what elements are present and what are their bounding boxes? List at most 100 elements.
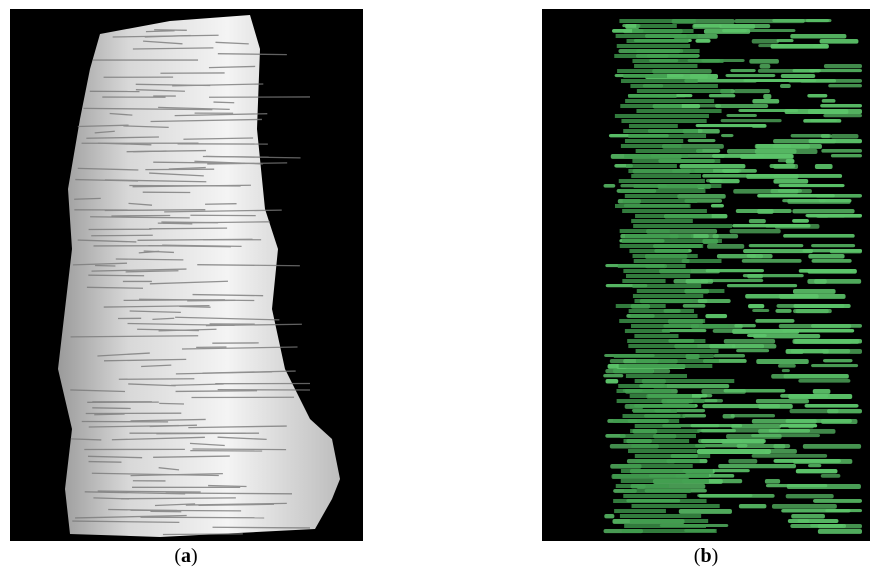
green-stripe [757, 194, 835, 198]
green-core-stripe [633, 224, 733, 228]
white-stripe [125, 270, 179, 273]
green-stripe [803, 119, 842, 123]
green-core-stripe [620, 144, 682, 148]
green-core-stripe [628, 309, 694, 313]
green-stripe [704, 399, 718, 403]
white-stripe [202, 155, 269, 158]
white-layer-stripes [70, 29, 311, 536]
green-stripe [792, 459, 853, 464]
white-stripe [128, 383, 176, 387]
green-core-stripe [628, 344, 698, 348]
green-stripe [772, 144, 791, 149]
white-stripe [135, 83, 211, 87]
green-stripe [825, 509, 862, 513]
white-stripe [109, 112, 133, 116]
green-stripe [782, 329, 855, 333]
white-stripe [103, 358, 187, 362]
green-stripe [747, 274, 763, 279]
green-stripe [798, 379, 851, 383]
green-stripe [775, 309, 792, 313]
green-stripe [718, 464, 797, 469]
green-core-stripe [628, 134, 707, 138]
green-stripe [693, 24, 722, 28]
green-stripe [808, 254, 845, 259]
green-core-stripe [635, 214, 712, 218]
white-stripe [192, 293, 264, 297]
green-stripe [722, 169, 757, 173]
white-stripe [88, 424, 179, 428]
white-stripe [72, 520, 180, 524]
green-core-stripe [628, 169, 714, 173]
green-stripe [604, 514, 615, 519]
green-stripe [702, 174, 776, 178]
green-core-stripe [631, 219, 693, 223]
white-stripe [70, 389, 126, 393]
white-stripe [148, 244, 231, 248]
green-core-stripe [614, 114, 709, 118]
green-stripe [697, 429, 736, 433]
green-stripe [763, 94, 772, 99]
green-stripe [730, 414, 776, 418]
green-core-stripe [634, 424, 681, 428]
green-stripe [726, 284, 798, 288]
green-stripe [828, 84, 862, 88]
green-core-stripe [632, 254, 698, 258]
green-stripe [682, 304, 706, 308]
white-stripe [121, 497, 236, 500]
green-core-stripe [635, 349, 719, 353]
green-stripe [757, 69, 816, 73]
green-core-stripe [624, 524, 706, 528]
green-stripe [814, 279, 862, 284]
white-stripe [74, 197, 101, 200]
green-stripe [677, 194, 726, 199]
green-stripe [741, 29, 796, 33]
green-stripe [729, 229, 781, 234]
green-core-stripe [612, 369, 654, 373]
green-core-stripe [633, 409, 677, 413]
green-stripe [720, 119, 782, 123]
green-core-stripe [632, 284, 702, 288]
green-stripe [725, 74, 776, 78]
green-core-stripe [620, 479, 709, 483]
green-stripe [701, 389, 746, 394]
green-core-stripe [622, 414, 686, 418]
green-stripe [728, 459, 758, 464]
green-core-stripe [614, 54, 698, 58]
white-stripe [77, 239, 137, 243]
green-stripe [751, 454, 828, 458]
green-core-stripe [619, 244, 704, 248]
green-stripe [792, 219, 809, 223]
white-stripe [157, 222, 193, 225]
green-core-stripe [614, 509, 666, 513]
white-stripe [217, 436, 267, 441]
white-stripe [123, 125, 169, 129]
green-core-stripe [631, 444, 706, 448]
green-core-stripe [635, 149, 703, 153]
white-stripe [90, 216, 190, 219]
green-stripe [821, 99, 836, 103]
green-core-stripe [624, 329, 670, 333]
white-stripe [118, 378, 195, 380]
green-stripe [747, 334, 767, 338]
green-core-stripe [618, 364, 713, 368]
white-stripe [94, 130, 115, 134]
green-core-stripe [634, 454, 711, 458]
green-core-stripe [625, 164, 677, 168]
green-stripe [820, 474, 841, 478]
white-stripe [88, 274, 145, 277]
green-stripe [811, 324, 862, 328]
green-core-stripe [633, 259, 722, 263]
green-core-stripe [617, 264, 686, 268]
white-stripe [212, 526, 311, 529]
green-core-stripe [618, 464, 693, 468]
green-stripe [823, 64, 862, 69]
white-stripe [137, 328, 199, 332]
green-stripe [764, 449, 797, 454]
green-stripe [778, 294, 846, 299]
green-stripe [830, 154, 862, 158]
green-stripe [731, 424, 781, 429]
green-core-stripe [619, 229, 670, 233]
green-stripe [818, 199, 852, 203]
green-stripe [625, 24, 640, 29]
green-stripe [652, 384, 730, 389]
